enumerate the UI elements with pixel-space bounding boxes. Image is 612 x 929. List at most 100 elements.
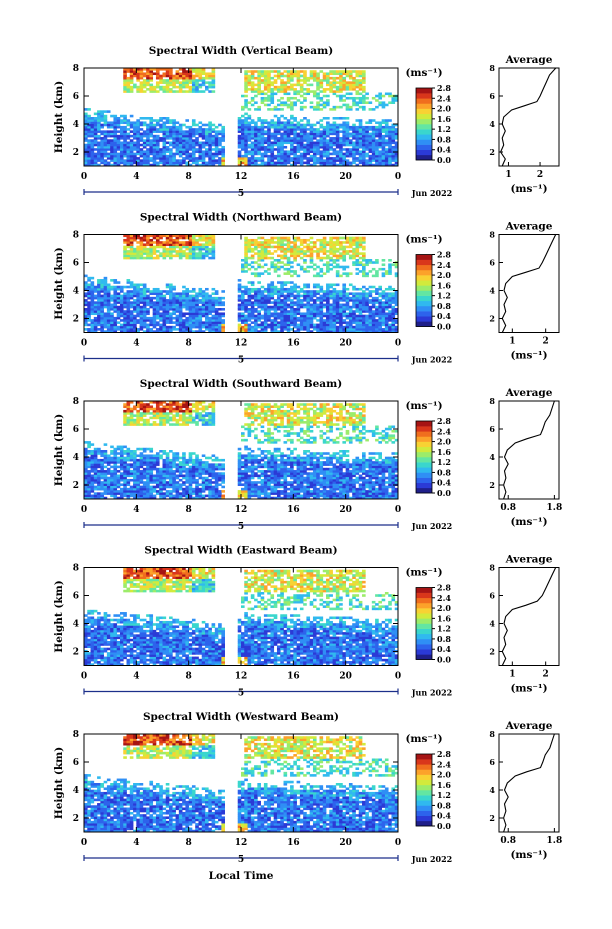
heatmap-cell	[303, 270, 307, 273]
heatmap-cell	[299, 70, 304, 73]
heatmap-cell	[322, 272, 327, 275]
heatmap-cell	[394, 290, 399, 293]
heatmap-cell	[123, 83, 127, 87]
heatmap-cell	[241, 159, 245, 162]
heatmap-cell	[267, 74, 271, 78]
heatmap-cell	[299, 94, 304, 98]
heatmap-cell	[247, 121, 252, 125]
heatmap-cell	[365, 259, 369, 262]
heatmap-cell	[126, 79, 131, 82]
heatmap-cell	[378, 154, 382, 158]
heatmap-cell	[276, 161, 281, 165]
heatmap-cell	[293, 243, 297, 246]
heatmap-cell	[201, 68, 206, 71]
heatmap-cell	[90, 134, 95, 138]
heatmap-cell	[208, 123, 212, 127]
heatmap-cell	[139, 312, 144, 316]
heatmap-cell	[322, 296, 327, 300]
heatmap-cell	[214, 308, 219, 311]
heatmap-cell	[381, 321, 386, 324]
heatmap-cell	[201, 294, 206, 298]
heatmap-cell	[221, 137, 225, 140]
heatmap-cell	[195, 323, 199, 327]
heatmap-cell	[208, 301, 212, 304]
heatmap-cell	[332, 290, 337, 293]
heatmap-cell	[142, 74, 147, 78]
heatmap-cell	[283, 90, 288, 93]
heatmap-cells	[84, 234, 399, 333]
heatmap-cell	[123, 245, 127, 249]
heatmap-cell	[139, 152, 144, 156]
heatmap-cell	[267, 81, 271, 84]
heatmap-cell	[283, 123, 288, 127]
heatmap-cell	[273, 316, 278, 320]
heatmap-cell	[211, 299, 216, 302]
heatmap-cell	[290, 117, 294, 120]
heatmap-cell	[260, 159, 265, 162]
heatmap-cell	[244, 328, 248, 331]
heatmap-cell	[267, 83, 271, 87]
heatmap-cell	[188, 148, 193, 151]
heatmap-cell	[119, 294, 124, 298]
heatmap-cell	[263, 141, 268, 145]
heatmap-cell	[205, 252, 209, 255]
heatmap-cell	[126, 279, 131, 282]
heatmap-cell	[345, 236, 350, 240]
heatmap-cell	[182, 245, 186, 249]
heatmap-cell	[155, 238, 160, 242]
heatmap-cell	[169, 159, 173, 162]
heatmap-cell	[110, 154, 114, 158]
heatmap-cell	[244, 112, 248, 116]
heatmap-cell	[303, 328, 307, 331]
heatmap-cell	[175, 74, 180, 78]
heatmap-cell	[172, 312, 176, 316]
heatmap-cell	[87, 159, 91, 162]
heatmap-cell	[241, 270, 245, 273]
heatmap-cell	[270, 134, 275, 138]
heatmap-cell	[87, 305, 91, 309]
heatmap-cell	[250, 265, 255, 269]
heatmap-cell	[345, 245, 350, 249]
heatmap-cell	[290, 76, 294, 80]
heatmap-cell	[299, 88, 304, 91]
heatmap-cell	[342, 308, 347, 311]
heatmap-cell	[358, 261, 363, 264]
heatmap-cell	[254, 314, 258, 318]
heatmap-cell	[293, 72, 297, 76]
heatmap-cell	[136, 123, 140, 127]
heatmap-cell	[195, 143, 199, 147]
heatmap-cell	[358, 323, 363, 327]
heatmap-cell	[100, 119, 104, 122]
heatmap-cell	[191, 287, 196, 291]
heatmap-cell	[388, 152, 392, 156]
heatmap-cell	[87, 452, 91, 455]
heatmap-cell	[178, 88, 183, 91]
heatmap-cell	[276, 163, 281, 167]
heatmap-cell	[319, 301, 324, 304]
heatmap-cell	[188, 139, 193, 142]
heatmap-cell	[162, 323, 167, 327]
heatmap-cell	[260, 308, 265, 311]
heatmap-cell	[267, 103, 271, 107]
heatmap-cell	[371, 310, 376, 313]
heatmap-cell	[371, 157, 376, 160]
heatmap-cell	[133, 132, 137, 136]
heatmap-cell	[159, 312, 163, 316]
heatmap-cell	[208, 121, 212, 125]
heatmap-cell	[335, 263, 340, 267]
heatmap-cell	[303, 130, 307, 133]
heatmap-cell	[133, 301, 137, 304]
heatmap-cell	[296, 254, 301, 258]
heatmap-cell	[146, 310, 150, 313]
heatmap-cell	[319, 103, 324, 107]
heatmap-cell	[214, 328, 219, 331]
heatmap-cell	[384, 150, 389, 153]
heatmap-cell	[299, 154, 304, 158]
heatmap-cell	[155, 74, 160, 78]
heatmap-cell	[263, 312, 268, 316]
heatmap-cell	[208, 141, 212, 145]
heatmap-cell	[175, 141, 180, 145]
heatmap-cell	[286, 161, 291, 165]
heatmap-cell	[188, 72, 193, 76]
heatmap-cell	[263, 88, 268, 91]
